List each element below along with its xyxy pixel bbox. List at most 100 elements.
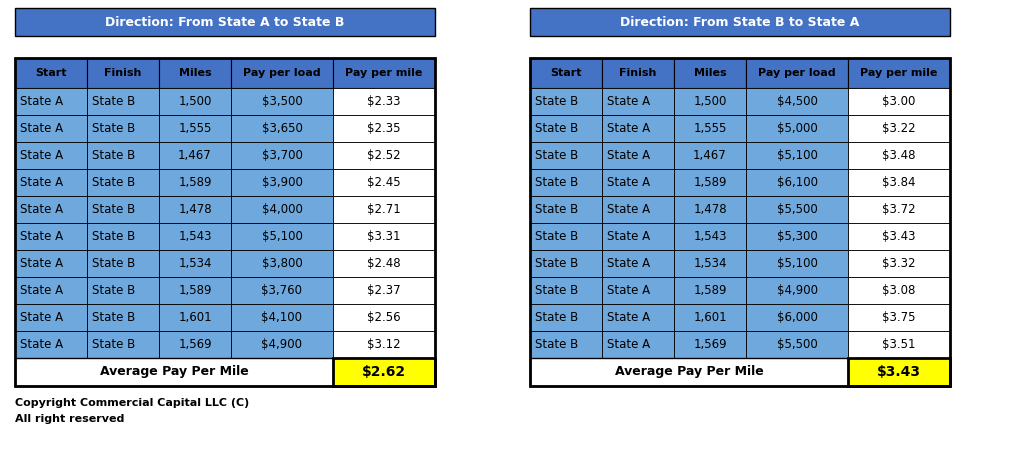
Text: State B: State B bbox=[92, 203, 135, 216]
Bar bbox=[674, 58, 746, 88]
Text: 1,500: 1,500 bbox=[178, 95, 212, 108]
Text: $2.45: $2.45 bbox=[368, 176, 400, 189]
Bar bbox=[674, 277, 746, 304]
Bar bbox=[746, 88, 848, 115]
Bar bbox=[674, 250, 746, 277]
Text: Direction: From State B to State A: Direction: From State B to State A bbox=[621, 15, 860, 29]
Bar bbox=[848, 358, 950, 386]
Text: State B: State B bbox=[535, 149, 579, 162]
Bar bbox=[848, 304, 950, 331]
Bar bbox=[15, 358, 333, 386]
Bar bbox=[530, 115, 602, 142]
Bar bbox=[159, 331, 231, 358]
Text: State B: State B bbox=[535, 122, 579, 135]
Bar bbox=[333, 58, 435, 88]
Text: State A: State A bbox=[607, 176, 650, 189]
Text: $3.51: $3.51 bbox=[883, 338, 915, 351]
Text: Miles: Miles bbox=[693, 68, 726, 78]
Bar bbox=[674, 88, 746, 115]
Bar bbox=[87, 58, 159, 88]
Text: $2.52: $2.52 bbox=[368, 149, 400, 162]
Text: Finish: Finish bbox=[620, 68, 656, 78]
Text: State B: State B bbox=[92, 338, 135, 351]
Text: $2.48: $2.48 bbox=[368, 257, 400, 270]
Bar bbox=[333, 304, 435, 331]
Text: State A: State A bbox=[607, 122, 650, 135]
Text: State A: State A bbox=[20, 311, 63, 324]
Text: Average Pay Per Mile: Average Pay Per Mile bbox=[99, 366, 249, 379]
Bar bbox=[848, 196, 950, 223]
Text: 1,467: 1,467 bbox=[178, 149, 212, 162]
Bar bbox=[602, 142, 674, 169]
Bar bbox=[159, 277, 231, 304]
Text: State B: State B bbox=[92, 122, 135, 135]
Bar bbox=[530, 58, 950, 386]
Bar bbox=[674, 304, 746, 331]
Text: 1,543: 1,543 bbox=[693, 230, 727, 243]
Text: State B: State B bbox=[92, 311, 135, 324]
Text: State B: State B bbox=[92, 149, 135, 162]
Bar bbox=[87, 196, 159, 223]
Bar bbox=[87, 115, 159, 142]
Bar bbox=[333, 358, 435, 386]
Text: 1,589: 1,589 bbox=[693, 284, 727, 297]
Text: State B: State B bbox=[535, 230, 579, 243]
Bar bbox=[746, 250, 848, 277]
Bar bbox=[15, 169, 87, 196]
Bar bbox=[159, 304, 231, 331]
Bar bbox=[15, 58, 87, 88]
Bar bbox=[848, 58, 950, 88]
Bar bbox=[530, 169, 602, 196]
Text: State A: State A bbox=[20, 122, 63, 135]
Text: 1,555: 1,555 bbox=[178, 122, 212, 135]
Text: $3.43: $3.43 bbox=[877, 365, 921, 379]
Bar bbox=[231, 196, 333, 223]
Text: State B: State B bbox=[92, 95, 135, 108]
Text: $5,300: $5,300 bbox=[776, 230, 817, 243]
Text: $3,900: $3,900 bbox=[261, 176, 302, 189]
Bar bbox=[746, 58, 848, 88]
Bar bbox=[87, 142, 159, 169]
Text: $2.37: $2.37 bbox=[368, 284, 400, 297]
Text: $5,500: $5,500 bbox=[776, 338, 817, 351]
Bar bbox=[159, 250, 231, 277]
Text: State A: State A bbox=[607, 95, 650, 108]
Text: 1,534: 1,534 bbox=[693, 257, 727, 270]
Text: $3.22: $3.22 bbox=[883, 122, 915, 135]
Bar bbox=[674, 331, 746, 358]
Text: $3,650: $3,650 bbox=[261, 122, 302, 135]
Bar bbox=[848, 277, 950, 304]
Text: $3.32: $3.32 bbox=[883, 257, 915, 270]
Bar bbox=[333, 277, 435, 304]
Text: $3,500: $3,500 bbox=[261, 95, 302, 108]
Text: 1,478: 1,478 bbox=[178, 203, 212, 216]
Text: $5,100: $5,100 bbox=[776, 257, 817, 270]
Bar bbox=[231, 250, 333, 277]
Bar bbox=[530, 8, 950, 36]
Bar bbox=[848, 88, 950, 115]
Text: State B: State B bbox=[92, 284, 135, 297]
Text: Pay per load: Pay per load bbox=[758, 68, 836, 78]
Bar bbox=[231, 115, 333, 142]
Text: $5,100: $5,100 bbox=[776, 149, 817, 162]
Bar bbox=[674, 115, 746, 142]
Text: $5,000: $5,000 bbox=[776, 122, 817, 135]
Text: State B: State B bbox=[535, 257, 579, 270]
Text: $3,700: $3,700 bbox=[261, 149, 302, 162]
Text: 1,500: 1,500 bbox=[693, 95, 727, 108]
Text: $2.33: $2.33 bbox=[368, 95, 400, 108]
Bar bbox=[746, 115, 848, 142]
Bar bbox=[15, 196, 87, 223]
Bar bbox=[159, 58, 231, 88]
Text: State A: State A bbox=[20, 203, 63, 216]
Text: State A: State A bbox=[607, 257, 650, 270]
Text: $6,000: $6,000 bbox=[776, 311, 817, 324]
Text: State A: State A bbox=[607, 284, 650, 297]
Bar bbox=[848, 115, 950, 142]
Text: $3.72: $3.72 bbox=[883, 203, 915, 216]
Text: $3.84: $3.84 bbox=[883, 176, 915, 189]
Text: Finish: Finish bbox=[104, 68, 141, 78]
Text: $2.56: $2.56 bbox=[368, 311, 400, 324]
Text: State B: State B bbox=[92, 176, 135, 189]
Bar bbox=[231, 223, 333, 250]
